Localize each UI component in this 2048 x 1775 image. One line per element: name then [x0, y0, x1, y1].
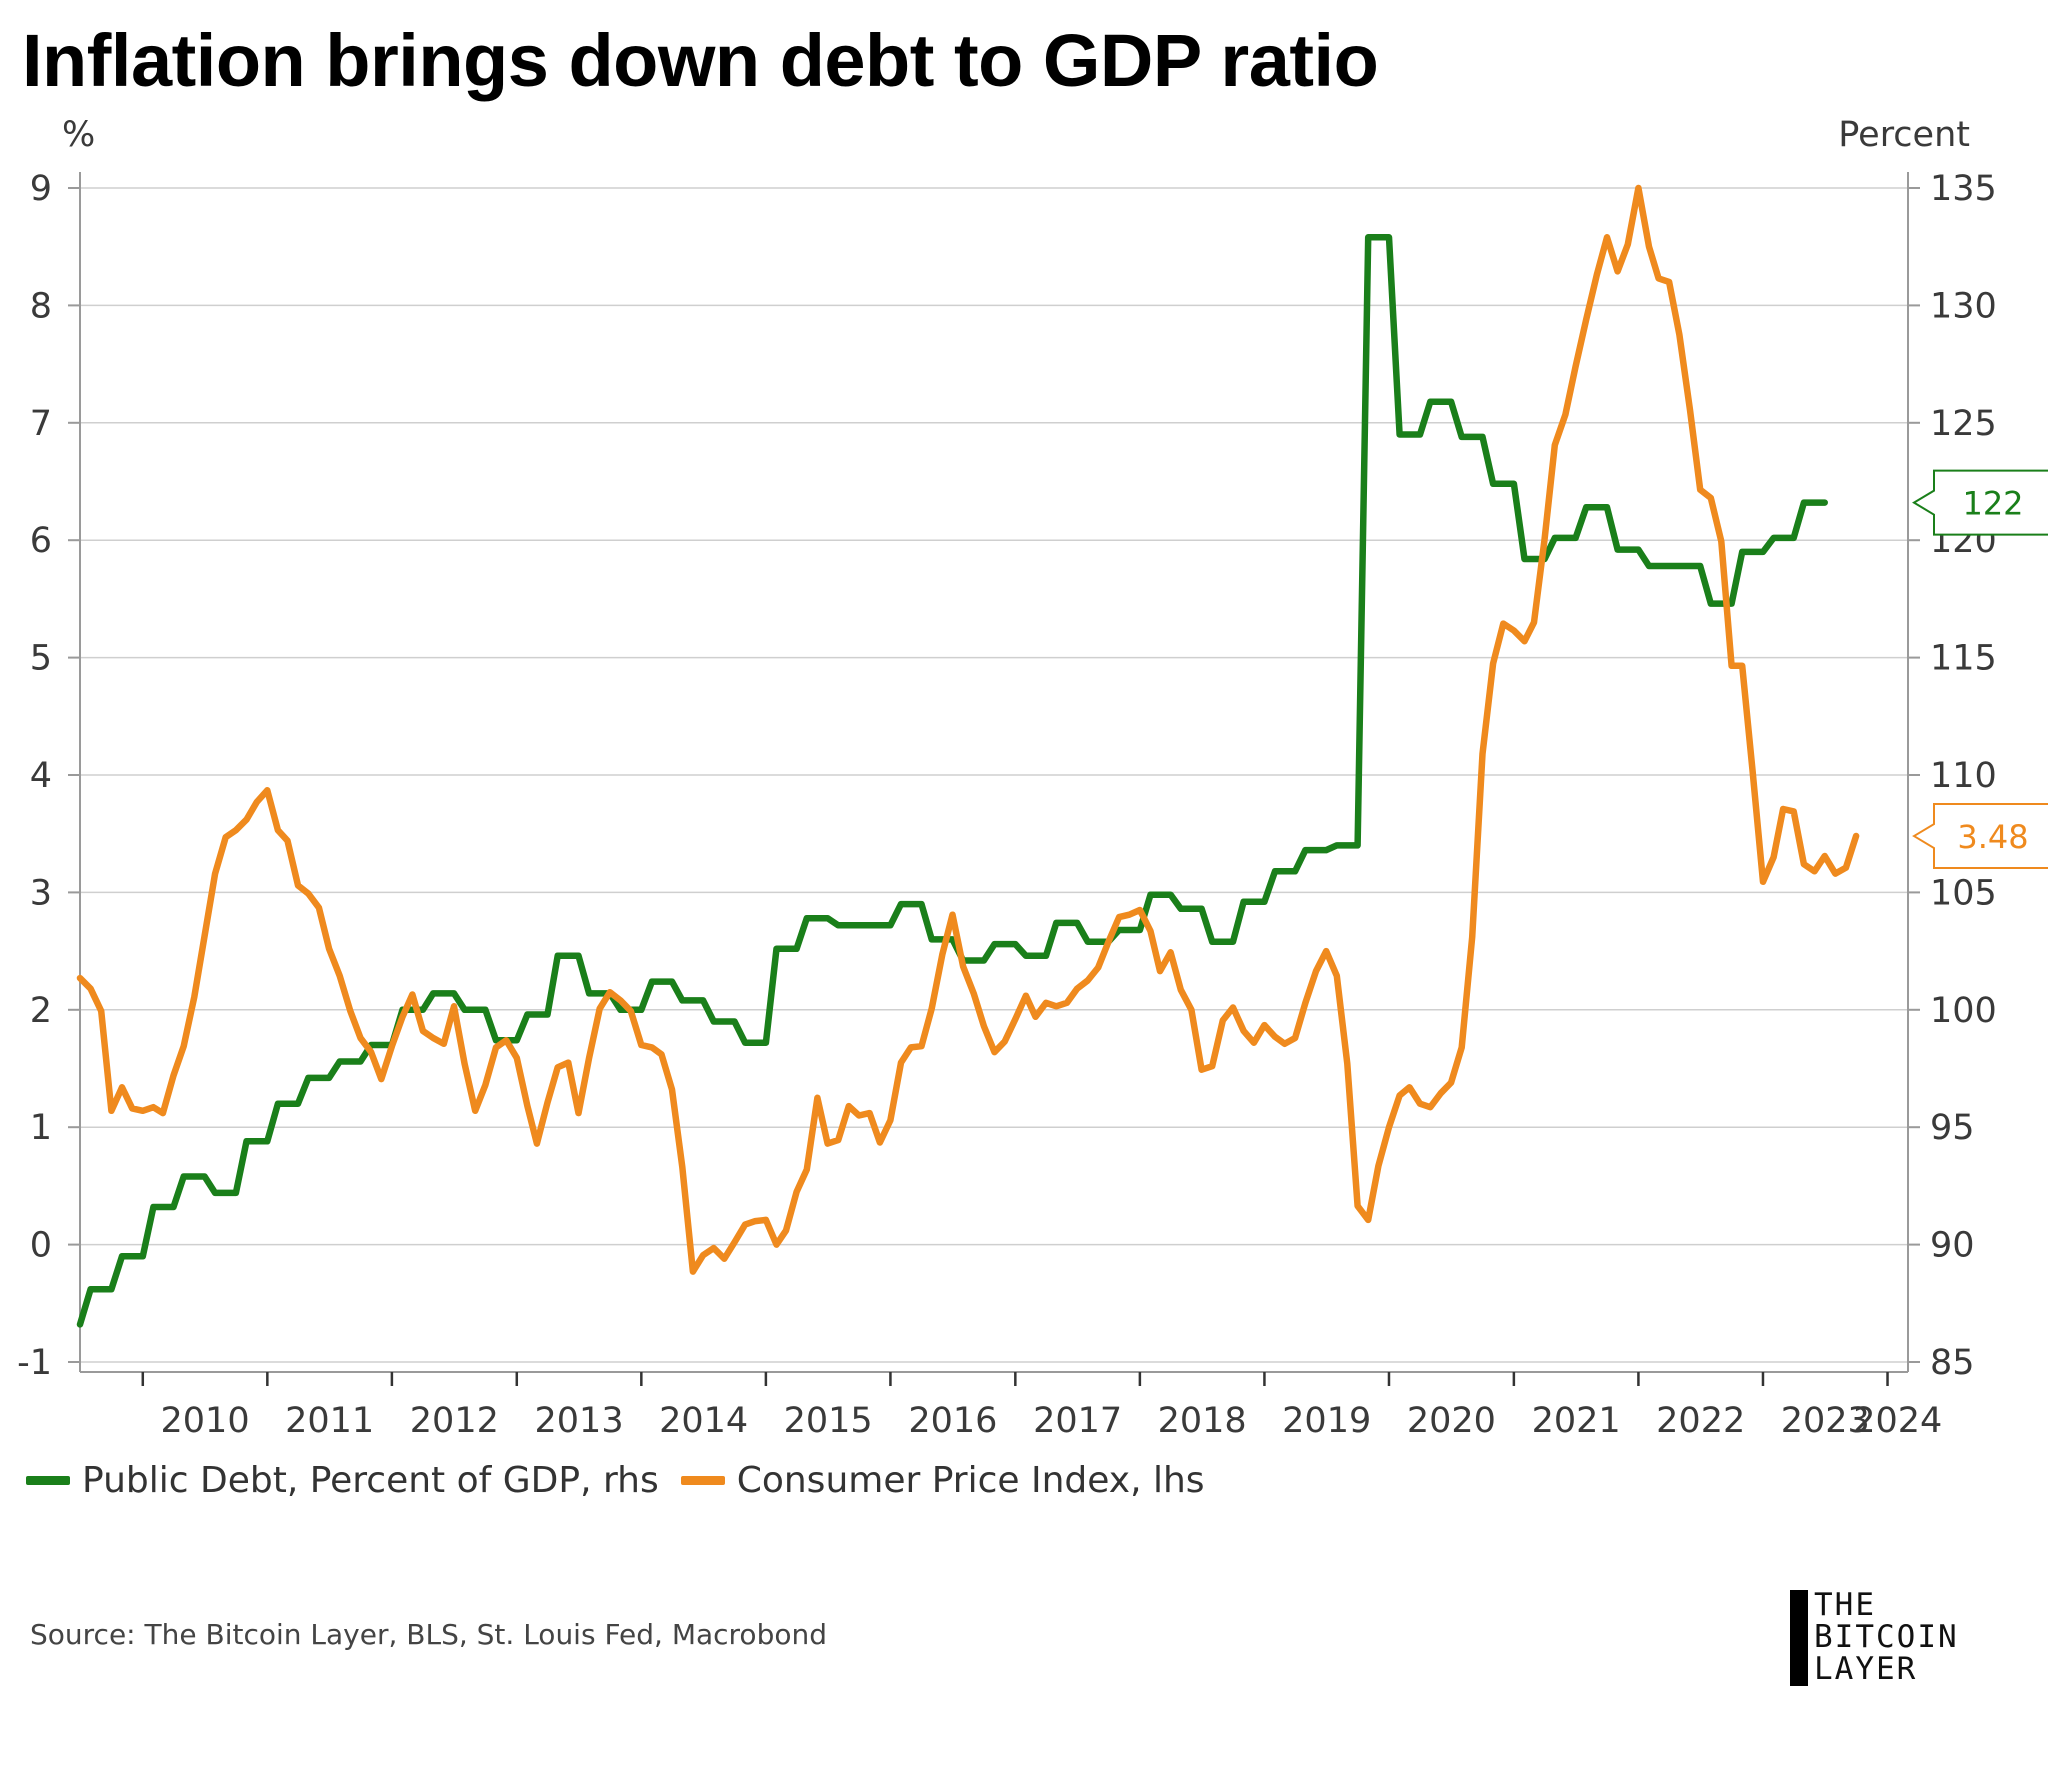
logo-line-1: THE [1814, 1587, 1876, 1623]
x-tick-label: 2020 [1407, 1401, 1496, 1441]
right-axis-unit: Percent [1838, 115, 1970, 155]
axis-frame [79, 172, 1909, 1373]
right-tick-label: 100 [1930, 991, 1997, 1031]
x-tick-label: 2018 [1158, 1401, 1247, 1441]
right-tick-label: 110 [1930, 756, 1997, 796]
legend-swatch-debt [26, 1476, 70, 1485]
left-tick-label: 5 [30, 639, 52, 679]
left-tick-label: 7 [30, 404, 52, 444]
legend-swatch-cpi [680, 1476, 725, 1485]
left-axis-unit: % [62, 115, 95, 155]
x-tick-label: 2012 [410, 1401, 499, 1441]
x-tick-label: 2010 [161, 1401, 250, 1441]
x-tick-label: 2017 [1033, 1401, 1122, 1441]
x-tick-label: 2013 [535, 1401, 624, 1441]
end-labels: 122 3.48 [1912, 469, 2048, 870]
right-tick-label: 135 [1930, 169, 1997, 209]
x-tick-label: 2019 [1282, 1401, 1371, 1441]
x-tick-label: 2024 [1853, 1401, 1942, 1441]
left-tick-label: 3 [30, 873, 52, 913]
left-tick-label: 0 [30, 1226, 52, 1266]
logo-bar [1790, 1590, 1808, 1686]
legend-label-cpi: Consumer Price Index, lhs [736, 1460, 1205, 1501]
source-note: Source: The Bitcoin Layer, BLS, St. Loui… [30, 1618, 827, 1651]
cpi-series-line [76, 184, 1860, 1275]
left-tick-label: 4 [30, 756, 52, 796]
x-tick-label: 2023 [1781, 1401, 1870, 1441]
series-layer [76, 184, 1860, 1328]
brand-logo: THE BITCOIN LAYER [1790, 1590, 1959, 1686]
legend-item-cpi: Consumer Price Index, lhs [680, 1460, 1205, 1501]
cpi-end-callout [1912, 803, 2048, 870]
chart-title: Inflation brings down debt to GDP ratio [22, 19, 1379, 102]
right-tick-label: 90 [1930, 1226, 1975, 1266]
left-tick-label: 6 [30, 521, 52, 561]
logo-line-3: LAYER [1814, 1651, 1918, 1687]
grid-lines [80, 187, 1908, 1363]
x-tick-label: 2015 [784, 1401, 873, 1441]
cpi-end-value: 3.48 [1957, 818, 2028, 856]
x-tick-label: 2022 [1656, 1401, 1745, 1441]
right-tick-label: 95 [1930, 1108, 1975, 1148]
left-y-axis: -1 0 1 2 3 4 5 6 7 8 9 [17, 169, 80, 1383]
x-tick-label: 2011 [285, 1401, 374, 1441]
debt-end-callout [1912, 469, 2048, 536]
left-tick-label: 8 [30, 286, 52, 326]
x-axis: 2010 2011 2012 2013 2014 2015 2016 2017 2018 2019… [141, 1372, 1942, 1441]
x-tick-label: 2016 [908, 1401, 997, 1441]
x-tick-label: 2021 [1532, 1401, 1621, 1441]
left-tick-label: 9 [30, 169, 52, 209]
left-tick-label: 1 [30, 1108, 52, 1148]
logo-line-2: BITCOIN [1814, 1619, 1959, 1655]
x-tick-label: 2014 [659, 1401, 748, 1441]
logo-wordmark: THE BITCOIN LAYER [1814, 1590, 1959, 1686]
left-tick-label: 2 [30, 991, 52, 1031]
legend-label-debt: Public Debt, Percent of GDP, rhs [82, 1460, 659, 1501]
right-tick-label: 115 [1930, 639, 1997, 679]
legend: Public Debt, Percent of GDP, rhs Consume… [26, 1460, 1227, 1501]
debt-series-line [76, 234, 1828, 1328]
debt-end-value: 122 [1962, 485, 2023, 523]
right-tick-label: 125 [1930, 404, 1997, 444]
legend-item-debt: Public Debt, Percent of GDP, rhs [26, 1460, 659, 1501]
right-tick-label: 85 [1930, 1343, 1975, 1383]
right-tick-label: 105 [1930, 873, 1997, 913]
left-tick-label: -1 [17, 1343, 52, 1383]
right-tick-label: 130 [1930, 286, 1997, 326]
